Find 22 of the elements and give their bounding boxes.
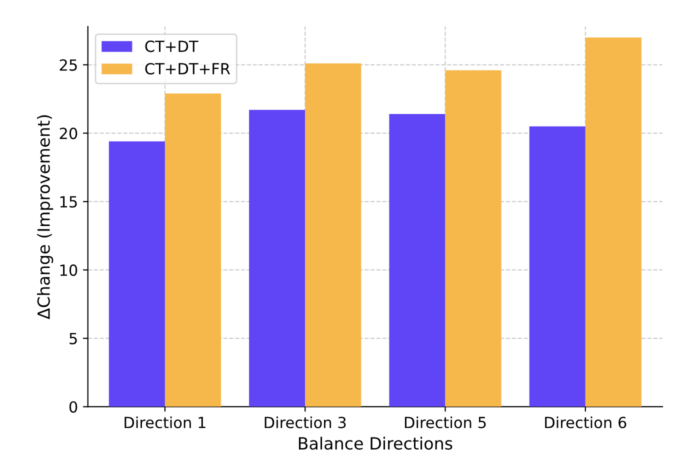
x-tick-label: Direction 5	[404, 416, 486, 428]
y-tick-label: 25	[60, 59, 77, 71]
legend-label: CT+DT	[145, 40, 198, 52]
bar	[445, 70, 502, 407]
y-tick-label: 5	[70, 333, 77, 344]
y-tick-label: 0	[69, 401, 78, 413]
y-tick-label: 15	[60, 196, 77, 208]
bar	[305, 63, 362, 407]
x-axis-title: Balance Directions	[298, 436, 452, 450]
bar	[108, 141, 165, 407]
bar	[585, 37, 642, 407]
y-axis-title: ΔChange (Improvement)	[37, 115, 54, 320]
y-tick-label: 10	[60, 264, 78, 276]
y-tick-label: 20	[60, 128, 78, 140]
bar	[249, 110, 306, 407]
bar	[389, 114, 446, 407]
bar	[164, 94, 222, 407]
x-tick-label: Direction 3	[264, 416, 346, 428]
x-tick-label: Direction 1	[124, 416, 206, 428]
bar	[529, 126, 586, 407]
legend-label: CT+DT+FR	[145, 62, 230, 75]
x-tick-label: Direction 6	[545, 416, 626, 428]
